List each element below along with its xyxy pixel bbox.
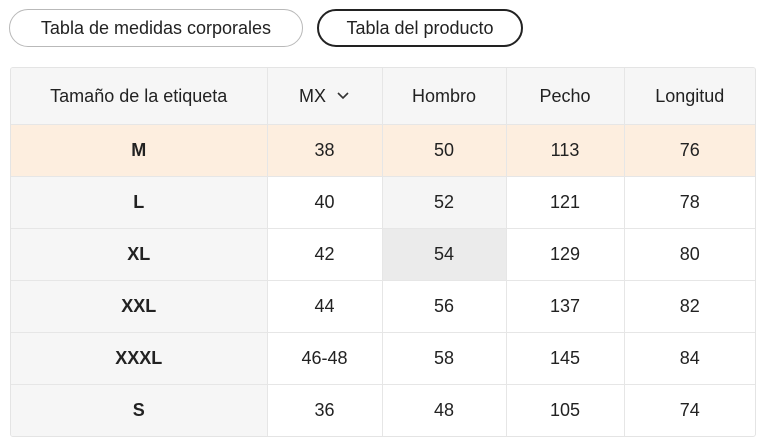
table-body: M 38 50 113 76 L 40 52 121 78 XL 42 54 129 80 XXL 44 56 13… xyxy=(11,124,755,436)
measure-cell: 44 xyxy=(266,280,383,333)
size-label-cell: XXXL xyxy=(11,332,268,385)
measure-cell: 54 xyxy=(381,228,507,281)
measure-cell: 76 xyxy=(623,124,755,177)
measure-cell: 74 xyxy=(623,384,755,436)
measure-cell: 38 xyxy=(266,124,383,177)
header-cell: Longitud xyxy=(623,68,755,125)
measure-cell: 40 xyxy=(266,176,383,229)
measure-cell: 48 xyxy=(381,384,507,436)
header-row: Tamaño de la etiqueta MX Hombro Pecho Longit… xyxy=(11,68,755,125)
table-row: XXL 44 56 137 82 xyxy=(11,280,755,333)
measure-cell: 56 xyxy=(381,280,507,333)
tab-button[interactable]: Tabla de medidas corporales xyxy=(9,9,303,47)
size-label-cell: XL xyxy=(11,228,268,281)
size-table: Tamaño de la etiqueta MX Hombro Pecho Longit… xyxy=(11,68,755,436)
unit-dropdown[interactable]: MX xyxy=(299,86,350,107)
measure-cell: 42 xyxy=(266,228,383,281)
header-cell: Pecho xyxy=(505,68,625,125)
measure-cell: 145 xyxy=(505,332,625,385)
measure-cell: 105 xyxy=(505,384,625,436)
measure-cell: 129 xyxy=(505,228,625,281)
table-row: L 40 52 121 78 xyxy=(11,176,755,229)
measure-cell: 80 xyxy=(623,228,755,281)
tab-button-selected[interactable]: Tabla del producto xyxy=(317,9,523,47)
measure-cell: 82 xyxy=(623,280,755,333)
measure-cell: 78 xyxy=(623,176,755,229)
header-cell: MX xyxy=(266,68,383,125)
measure-cell: 46-48 xyxy=(266,332,383,385)
size-label-cell: XXL xyxy=(11,280,268,333)
measure-cell: 113 xyxy=(505,124,625,177)
table-row: XL 42 54 129 80 xyxy=(11,228,755,281)
measure-cell: 52 xyxy=(381,176,507,229)
measure-cell: 50 xyxy=(381,124,507,177)
measure-cell: 36 xyxy=(266,384,383,436)
tab-bar: Tabla de medidas corporales Tabla del pr… xyxy=(9,9,523,47)
unit-label: MX xyxy=(299,85,326,106)
measure-cell: 121 xyxy=(505,176,625,229)
table-row: XXXL 46-48 58 145 84 xyxy=(11,332,755,385)
measure-cell: 84 xyxy=(623,332,755,385)
table-row: S 36 48 105 74 xyxy=(11,384,755,436)
size-label-cell: M xyxy=(11,124,268,177)
size-table-container: Tamaño de la etiqueta MX Hombro Pecho Longit… xyxy=(10,67,756,437)
size-label-cell: S xyxy=(11,384,268,436)
header-cell: Tamaño de la etiqueta xyxy=(11,68,268,125)
measure-cell: 137 xyxy=(505,280,625,333)
chevron-icon xyxy=(337,92,349,100)
chevron-path xyxy=(337,92,349,100)
header-cell: Hombro xyxy=(381,68,507,125)
size-label-cell: L xyxy=(11,176,268,229)
measure-cell: 58 xyxy=(381,332,507,385)
table-row: M 38 50 113 76 xyxy=(11,124,755,177)
